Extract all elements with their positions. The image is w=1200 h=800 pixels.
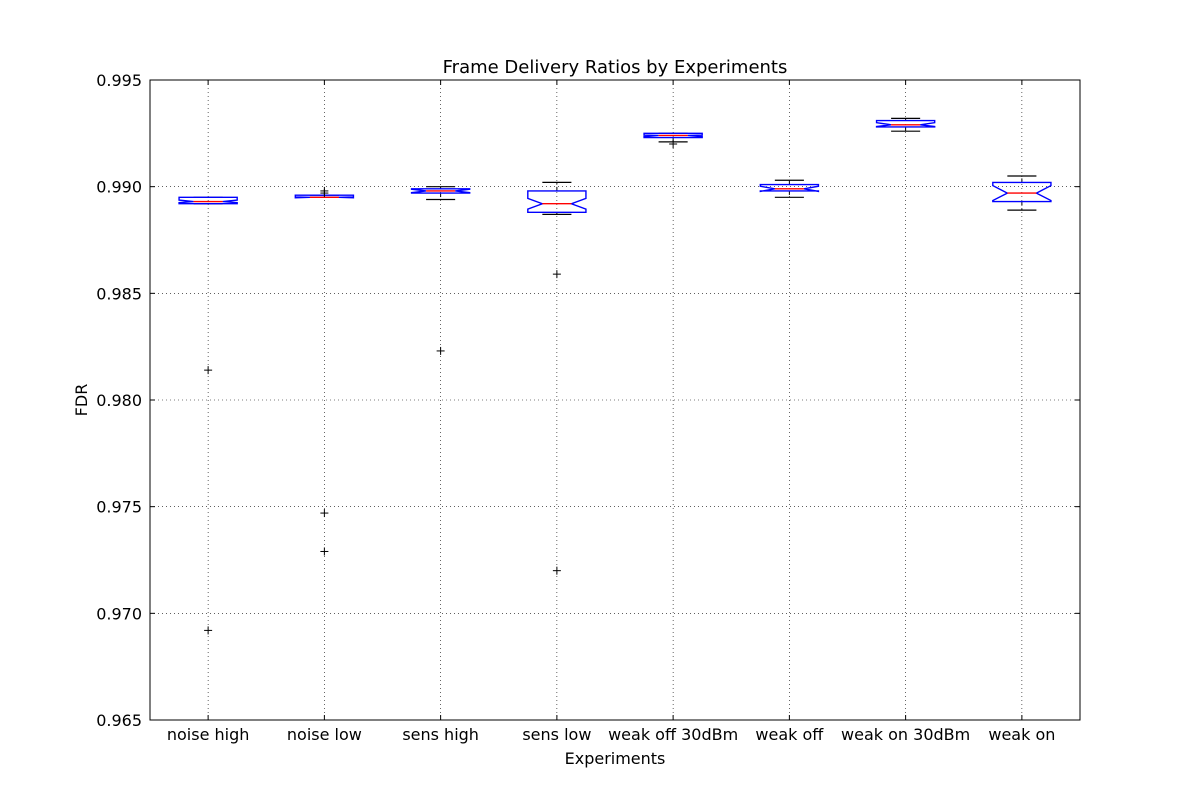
y-tick-label: 0.975: [96, 498, 142, 517]
grid-lines: [150, 80, 1080, 720]
flier-point: [552, 566, 561, 575]
flier-point: [320, 189, 329, 198]
flier-point: [436, 346, 445, 355]
x-axis-label: Experiments: [565, 749, 666, 768]
notched-box: [178, 196, 238, 205]
flier-point: [552, 270, 561, 279]
box-2: [410, 186, 471, 355]
x-tick-label: sens low: [522, 725, 591, 744]
y-axis-label: FDR: [72, 384, 91, 417]
y-tick-label: 0.965: [96, 711, 142, 730]
notched-box: [527, 190, 587, 213]
x-tick-label: sens high: [402, 725, 479, 744]
x-tick-label: weak off 30dBm: [608, 725, 738, 744]
y-tick-label: 0.970: [96, 604, 142, 623]
box-4: [643, 132, 703, 148]
notched-box: [410, 188, 471, 194]
flier-point: [320, 509, 329, 518]
flier-point: [669, 140, 678, 148]
x-tick-label: weak on: [988, 725, 1055, 744]
x-tick-label: noise low: [287, 725, 362, 744]
ticks-layer: 0.965 0.970 0.975 0.980 0.985 0.990 0.995 noise…: [96, 71, 1080, 744]
box-0: [178, 196, 238, 635]
flier-point: [204, 626, 213, 635]
x-tick-label: noise high: [167, 725, 250, 744]
box-6: [875, 117, 936, 132]
x-tick-label: weak on 30dBm: [841, 725, 970, 744]
flier-point: [320, 547, 329, 556]
y-tick-label: 0.985: [96, 284, 142, 303]
notched-box: [875, 119, 936, 128]
boxes-layer: [178, 117, 1052, 635]
y-tick-label: 0.995: [96, 71, 142, 90]
x-tick-label: weak off: [755, 725, 824, 744]
box-5: [759, 179, 820, 198]
notched-box: [294, 194, 355, 199]
notched-box: [759, 183, 820, 193]
notched-box: [643, 132, 703, 139]
box-1: [294, 186, 355, 556]
box-7: [992, 175, 1052, 211]
notched-box: [992, 181, 1052, 203]
y-tick-label: 0.990: [96, 178, 142, 197]
box-3: [527, 181, 587, 575]
chart-title: Frame Delivery Ratios by Experiments: [443, 57, 788, 78]
y-tick-label: 0.980: [96, 391, 142, 410]
flier-point: [204, 366, 213, 375]
